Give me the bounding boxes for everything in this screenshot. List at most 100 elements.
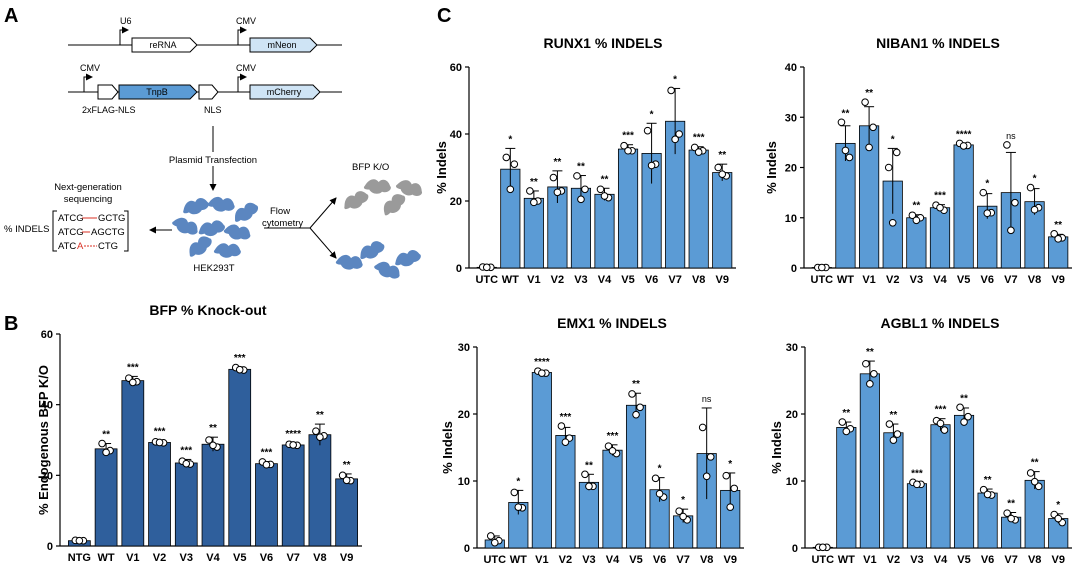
construct-2: CMV 2xFLAG-NLS TnpB NLS CMV mCherry	[68, 63, 342, 115]
significance-marker: *	[1033, 174, 1037, 185]
x-tick-label-v7: V7	[668, 274, 681, 286]
data-point	[730, 484, 739, 493]
significance-marker: **	[1007, 498, 1015, 509]
significance-marker: ***	[935, 405, 947, 416]
y-axis-label: % Indels	[440, 421, 455, 474]
y-tick-label: 10	[785, 213, 797, 225]
tag-flag-nls	[97, 84, 119, 100]
seq3-insertion: A	[77, 241, 84, 252]
y-tick-label: 40	[41, 400, 53, 412]
bar-v3	[174, 462, 198, 547]
y-tick-label: 10	[786, 476, 798, 488]
data-point	[316, 433, 324, 441]
data-point	[647, 161, 656, 170]
y-tick-label: 60	[450, 62, 462, 74]
x-tick-label-v4: V4	[598, 274, 612, 286]
x-tick-label-v5: V5	[957, 554, 970, 566]
chart-title: AGBL1 % INDELS	[880, 315, 999, 331]
x-tick-label-wt: WT	[98, 552, 115, 564]
chart-agbl1-indels: AGBL1 % INDELS % Indels 0 10 20 30 UTC ** WT ** V1…	[769, 315, 1072, 566]
x-tick-label-v5: V5	[957, 274, 970, 286]
gene-tnpb	[118, 84, 198, 100]
data-point	[510, 160, 519, 168]
x-tick-label-v9: V9	[723, 554, 736, 566]
x-tick-label-wt: WT	[502, 274, 519, 286]
seq2-left: ATCG	[58, 227, 84, 238]
data-point	[940, 426, 949, 434]
data-point	[490, 538, 499, 547]
data-point	[209, 441, 217, 450]
significance-marker: **	[842, 108, 850, 119]
seq3-right: CTG	[98, 241, 118, 252]
seq1-left: ATCG	[58, 213, 84, 224]
data-point	[538, 369, 546, 377]
data-point	[506, 185, 515, 194]
indels-label: % INDELS	[4, 224, 49, 235]
significance-marker: **	[209, 423, 217, 434]
x-tick-label-v9: V9	[1051, 554, 1064, 566]
data-point	[1054, 235, 1062, 243]
data-point	[530, 198, 538, 207]
data-point	[205, 436, 213, 444]
data-point	[845, 153, 854, 162]
significance-marker: **	[577, 162, 585, 173]
data-point	[526, 187, 534, 195]
bar-v9	[712, 172, 733, 269]
y-tick-label: 20	[458, 409, 470, 421]
y-tick-label: 20	[450, 196, 462, 208]
data-point	[624, 146, 632, 155]
seq2-right: AGCTG	[91, 227, 125, 238]
significance-marker: **	[632, 379, 640, 390]
data-point	[655, 489, 664, 498]
x-tick-label-v1: V1	[863, 554, 876, 566]
y-axis-label: % Indels	[434, 141, 449, 194]
data-point	[585, 482, 593, 491]
data-point	[862, 359, 870, 368]
significance-marker: ***	[911, 468, 923, 479]
x-tick-label-v8: V8	[692, 274, 705, 286]
data-point	[486, 532, 495, 540]
data-point	[636, 403, 644, 412]
chart-emx1-indels: EMX1 % INDELS% Indels0102030UTC*WT****V1…	[440, 315, 744, 566]
significance-marker: **	[865, 88, 873, 99]
x-tick-label-v9: V9	[340, 552, 353, 564]
x-tick-label-utc: UTC	[811, 554, 834, 566]
significance-marker: *	[681, 495, 685, 506]
bar-v3	[906, 483, 928, 549]
bar-v1	[531, 372, 552, 549]
ngs-label-line2: sequencing	[64, 194, 113, 205]
y-axis-label: % Indels	[769, 421, 784, 474]
data-point	[913, 480, 921, 489]
ngs-label-line1: Next-generation	[54, 182, 122, 193]
significance-marker: *	[1056, 500, 1060, 511]
significance-marker: **	[316, 410, 324, 421]
significance-marker: ***	[607, 431, 619, 442]
data-point	[262, 460, 271, 469]
data-point	[698, 423, 707, 432]
panel-letter-a: A	[4, 5, 18, 27]
data-point	[553, 188, 562, 197]
panel-letter-b: B	[4, 313, 18, 335]
data-point	[577, 195, 585, 204]
data-point	[908, 211, 917, 220]
data-point	[956, 403, 964, 412]
significance-marker: *	[728, 459, 732, 470]
data-point	[979, 188, 988, 197]
x-tick-label-v8: V8	[313, 552, 326, 564]
data-point	[870, 370, 878, 378]
data-point	[600, 192, 609, 200]
x-tick-label-v5: V5	[621, 274, 634, 286]
bar-v1	[859, 373, 880, 549]
data-point	[818, 263, 826, 272]
x-tick-label-v1: V1	[535, 554, 548, 566]
bar-v1	[121, 380, 145, 547]
data-point	[706, 453, 715, 461]
significance-marker: *	[516, 476, 520, 487]
x-tick-label-utc: UTC	[811, 274, 834, 286]
data-point	[983, 209, 992, 218]
y-axis-label: % Indels	[764, 141, 779, 194]
data-point	[671, 135, 679, 144]
significance-marker: *	[508, 134, 512, 145]
bar-v7	[281, 444, 305, 547]
data-point	[694, 148, 703, 156]
